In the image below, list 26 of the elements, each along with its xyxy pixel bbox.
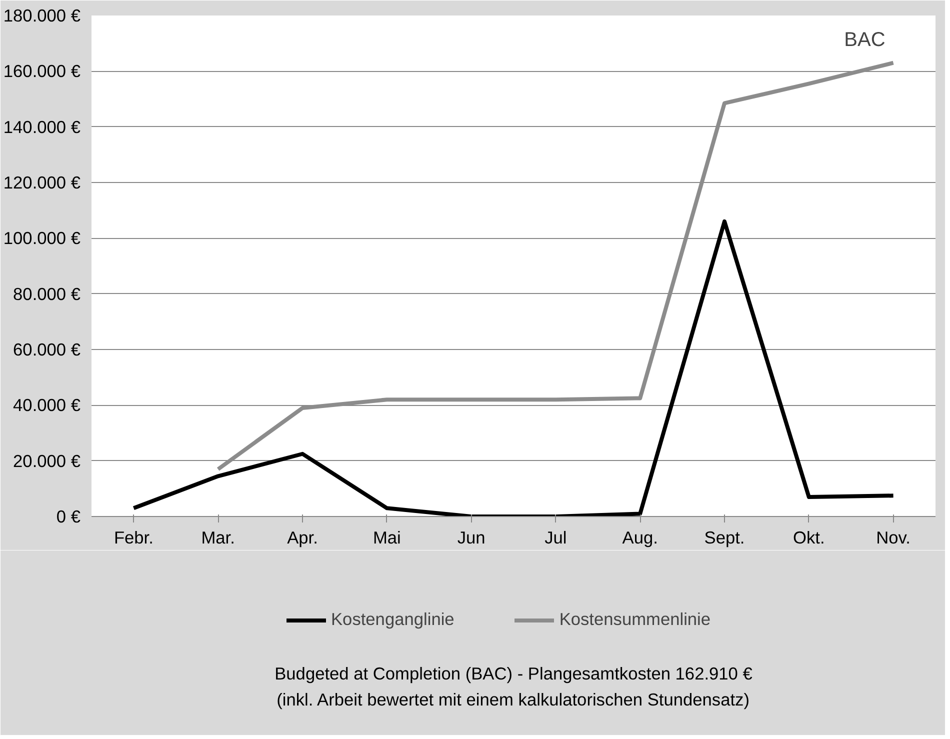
y-tick-label: 60.000 € <box>13 340 81 360</box>
y-tick-label: 140.000 € <box>3 116 81 137</box>
x-tick-label: Febr. <box>114 528 154 548</box>
line-series <box>132 219 896 516</box>
x-tick-label: Mai <box>372 528 401 548</box>
y-tick-label: 20.000 € <box>13 450 81 471</box>
legend-label: Kostensummenlinie <box>559 609 711 630</box>
x-tick-label: Nov. <box>876 528 910 548</box>
x-tick-label: Sept. <box>704 528 745 548</box>
x-tick-label: Apr. <box>287 528 318 548</box>
text: Budgeted at Completion (BAC) - Plangesamtkosten 162.910 € <box>274 664 753 684</box>
y-tick-label: 0 € <box>56 506 81 526</box>
x-tick-label: Mar. <box>201 528 235 548</box>
x-tick-label: Okt. <box>793 528 825 548</box>
y-tick-label: 40.000 € <box>13 395 81 416</box>
y-tick-label: 120.000 € <box>3 172 81 192</box>
x-tick-label: Jun <box>457 528 486 548</box>
text: (inkl. Arbeit bewertet mit einem kalkulatorischen Stundensatz) <box>276 690 750 710</box>
y-tick-label: 160.000 € <box>3 61 81 82</box>
x-tick-label: Aug. <box>622 528 658 548</box>
x-tick-label: Jul <box>544 528 567 548</box>
annotation: BAC <box>844 29 886 52</box>
y-tick-label: 80.000 € <box>13 284 81 304</box>
y-tick-label: 180.000 € <box>3 6 81 26</box>
legend-label: Kostenganglinie <box>331 609 454 630</box>
y-tick-label: 100.000 € <box>3 228 81 248</box>
